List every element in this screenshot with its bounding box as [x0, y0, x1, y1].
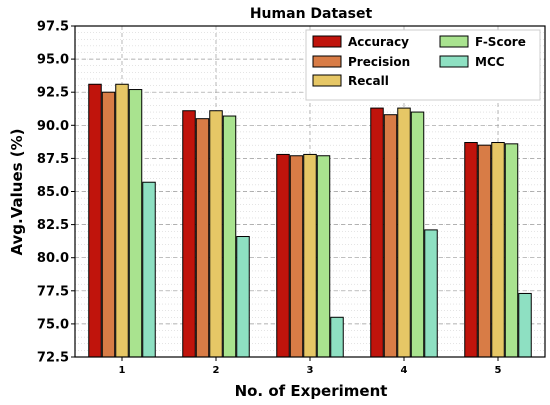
- y-tick-label: 82.5: [37, 218, 69, 233]
- bar-precision-4: [383, 114, 398, 358]
- x-axis-label: No. of Experiment: [235, 382, 388, 400]
- bar-accuracy-2: [182, 110, 196, 358]
- x-axis-ticks: 1 2 3 4 5: [119, 357, 502, 376]
- bar-recall-5: [491, 142, 505, 358]
- y-tick-label: 97.5: [37, 20, 69, 35]
- bar-f-score-1: [128, 89, 143, 358]
- bar-f-score-2: [222, 115, 237, 358]
- y-tick-label: 87.5: [37, 152, 69, 167]
- bar-recall-4: [397, 107, 411, 358]
- legend-swatch-mcc: [439, 55, 469, 68]
- legend-label-mcc: MCC: [475, 55, 505, 69]
- bars: [88, 83, 532, 358]
- y-tick-label: 85.0: [37, 185, 69, 200]
- bar-f-score-5: [504, 143, 519, 358]
- y-tick-label: 90.0: [37, 119, 69, 134]
- y-tick-label: 92.5: [37, 86, 69, 101]
- bar-recall-3: [303, 153, 317, 358]
- legend-label-recall: Recall: [348, 74, 389, 88]
- bar-mcc-4: [424, 229, 438, 358]
- x-tick-label: 3: [307, 365, 314, 376]
- legend-label-f-score: F-Score: [475, 35, 526, 49]
- legend-label-accuracy: Accuracy: [348, 35, 409, 49]
- y-axis-ticks: 72.5 75.0 77.5 80.0 82.5 85.0 87.5 90.0 92.5 95.0…: [37, 20, 75, 366]
- y-tick-label: 72.5: [37, 351, 69, 366]
- x-tick-label: 2: [213, 365, 220, 376]
- legend: Accuracy Precision Recall F-Score MCC: [305, 29, 541, 101]
- legend-box: [305, 29, 541, 101]
- bar-recall-1: [115, 83, 129, 358]
- y-tick-label: 80.0: [37, 251, 69, 266]
- bar-accuracy-3: [276, 153, 290, 358]
- legend-swatch-accuracy: [312, 35, 342, 48]
- x-tick-label: 4: [401, 365, 408, 376]
- bar-mcc-5: [518, 292, 532, 358]
- bar-accuracy-5: [464, 142, 478, 358]
- legend-swatch-recall: [312, 74, 342, 87]
- bar-accuracy-1: [88, 83, 102, 358]
- bar-precision-5: [477, 144, 492, 358]
- legend-swatch-f-score: [439, 35, 469, 48]
- x-tick-label: 5: [495, 365, 502, 376]
- bar-precision-2: [195, 118, 210, 358]
- bar-precision-3: [289, 155, 304, 358]
- bar-mcc-3: [330, 316, 344, 358]
- chart-title: Human Dataset: [250, 6, 373, 22]
- legend-label-precision: Precision: [348, 55, 410, 69]
- bar-mcc-2: [236, 236, 250, 358]
- y-axis-label: Avg.Values (%): [8, 128, 26, 255]
- bar-mcc-1: [142, 181, 156, 358]
- bar-recall-2: [209, 110, 223, 358]
- x-tick-label: 1: [119, 365, 126, 376]
- bar-accuracy-4: [370, 107, 384, 358]
- y-tick-label: 77.5: [37, 284, 69, 299]
- bar-f-score-4: [410, 111, 425, 358]
- bar-precision-1: [101, 91, 116, 358]
- y-tick-label: 75.0: [37, 317, 69, 332]
- bar-f-score-3: [316, 155, 331, 358]
- y-tick-label: 95.0: [37, 53, 69, 68]
- legend-swatch-precision: [312, 55, 342, 68]
